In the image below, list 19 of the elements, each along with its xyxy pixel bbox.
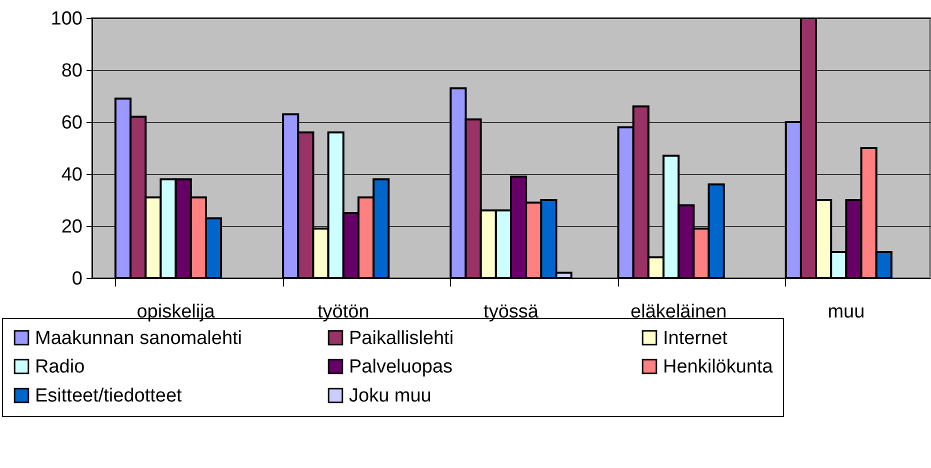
x-tick-label: työtön	[318, 302, 370, 322]
legend-label: Joku muu	[349, 386, 432, 406]
y-tick-label: 60	[61, 112, 82, 134]
y-tick-label: 80	[61, 60, 82, 82]
legend-label: Esitteet/tiedotteet	[35, 386, 183, 406]
x-tick-label: työssä	[484, 302, 539, 322]
y-tick-label: 40	[61, 164, 82, 186]
y-tick-label: 100	[50, 8, 82, 30]
x-tick-label: opiskelija	[136, 302, 216, 322]
legend-label: Radio	[35, 356, 85, 378]
legend-label: Maakunnan sanomalehti	[35, 328, 242, 349]
x-tick-label: eläkeläinen	[630, 302, 727, 322]
y-tick-label: 0	[72, 268, 82, 290]
x-tick-label: muu	[828, 302, 865, 322]
legend-label: Paikallislehti	[349, 328, 454, 349]
legend-label: Henkilökunta	[663, 356, 774, 378]
y-tick-label: 20	[61, 216, 82, 238]
legend-label: Internet	[663, 328, 728, 349]
legend-label: Palveluopas	[349, 356, 453, 378]
